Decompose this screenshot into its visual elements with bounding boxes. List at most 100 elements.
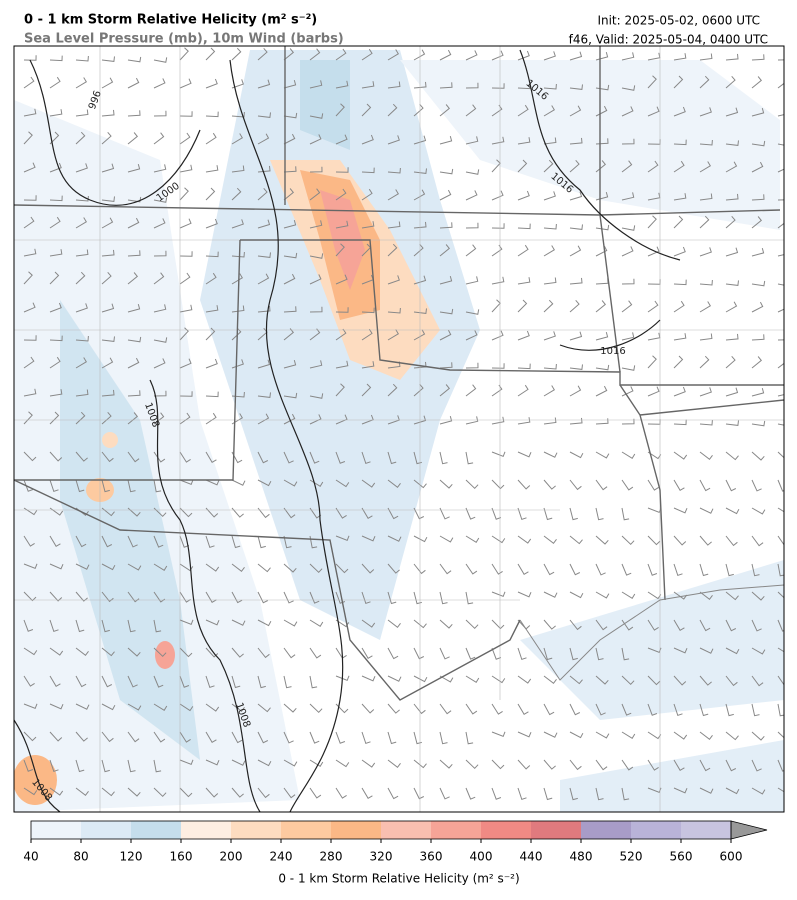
wind-barb <box>413 619 427 629</box>
wind-barb <box>673 386 686 397</box>
wind-barb <box>595 160 607 173</box>
wind-barb <box>725 107 739 117</box>
wind-barb <box>153 563 168 571</box>
wind-barb <box>257 703 271 713</box>
wind-barb <box>361 647 373 659</box>
wind-barb <box>439 479 453 489</box>
wind-barb <box>283 703 297 713</box>
wind-barb <box>75 195 89 202</box>
wind-barb <box>101 336 115 342</box>
wind-barb <box>673 139 687 146</box>
wind-barb <box>491 330 504 341</box>
wind-barb <box>23 76 35 89</box>
wind-barb <box>569 331 583 341</box>
wind-barb <box>543 105 555 117</box>
wind-barb <box>283 479 298 487</box>
wind-barb <box>75 647 89 657</box>
wind-barb <box>127 675 138 688</box>
wind-barb <box>465 619 479 630</box>
wind-barb <box>621 138 635 145</box>
wind-barb <box>439 104 451 117</box>
wind-barb <box>725 333 739 341</box>
wind-barb <box>387 135 400 145</box>
wind-barb <box>75 675 87 688</box>
wind-barb <box>491 507 502 520</box>
wind-barb <box>595 451 610 459</box>
wind-barb <box>751 675 764 687</box>
wind-barb <box>777 168 784 173</box>
wind-barb <box>127 132 139 145</box>
wind-barb <box>205 111 219 118</box>
wind-barb <box>75 535 87 548</box>
wind-barb <box>283 413 296 425</box>
wind-barb <box>413 563 426 575</box>
wind-barb <box>517 363 531 370</box>
wind-barb <box>621 731 636 739</box>
wind-barb <box>153 759 162 773</box>
valid-time: f46, Valid: 2025-05-04, 0400 UTC <box>569 33 768 47</box>
wind-barb <box>751 76 763 89</box>
wind-barb <box>257 273 270 285</box>
wind-barb <box>335 507 347 519</box>
wind-barb <box>439 415 453 425</box>
wind-barb <box>257 305 271 313</box>
coastline <box>519 584 784 681</box>
wind-barb <box>387 591 397 605</box>
wind-barb <box>127 196 142 203</box>
wind-barb <box>621 225 636 231</box>
wind-barb <box>101 389 115 397</box>
wind-barb <box>517 703 529 715</box>
wind-barb <box>179 47 189 61</box>
wind-barb <box>179 272 191 285</box>
wind-barb <box>777 535 784 546</box>
wind-barb <box>725 247 739 257</box>
wind-barb <box>413 81 427 89</box>
wind-barb <box>49 787 64 796</box>
wind-barb <box>725 675 738 687</box>
wind-barb <box>777 731 784 739</box>
wind-barb <box>335 675 350 682</box>
wind-barb <box>569 191 583 201</box>
wind-barb <box>101 196 115 202</box>
wind-barb <box>751 356 763 369</box>
wind-barb <box>387 275 400 285</box>
wind-barb <box>699 193 713 201</box>
wind-barb <box>75 217 87 229</box>
wind-barb <box>699 619 711 632</box>
wind-barb <box>205 218 218 229</box>
wind-barb <box>413 221 427 229</box>
wind-barb <box>673 246 686 257</box>
wind-barb <box>283 219 297 229</box>
wind-barb <box>153 535 164 548</box>
wind-barb <box>439 787 450 800</box>
wind-barb <box>725 563 734 577</box>
wind-barb <box>361 675 376 682</box>
wind-barb <box>595 619 608 631</box>
wind-barb <box>127 77 140 89</box>
wind-barb <box>543 51 556 61</box>
wind-barb <box>465 362 479 369</box>
wind-barb <box>777 59 784 61</box>
wind-barb <box>179 391 193 397</box>
wind-barb <box>153 675 164 688</box>
wind-barb <box>49 131 60 145</box>
wind-barb <box>725 451 739 461</box>
wind-barb <box>647 759 659 771</box>
wind-barb <box>101 647 115 657</box>
wind-barb <box>595 759 608 771</box>
wind-barb <box>231 507 244 518</box>
wind-barb <box>673 53 687 61</box>
wind-barb <box>699 535 712 546</box>
wind-barb <box>543 675 557 685</box>
wind-barb <box>621 451 636 459</box>
state-borders <box>14 46 784 701</box>
wind-barb <box>699 759 711 772</box>
wind-barb <box>75 411 86 425</box>
wind-barb <box>153 358 166 369</box>
colorbar-segment <box>431 821 481 839</box>
colorbar-tick-label: 160 <box>170 850 193 864</box>
wind-barb <box>439 703 452 715</box>
wind-barb <box>543 277 557 285</box>
wind-barb <box>569 245 582 257</box>
